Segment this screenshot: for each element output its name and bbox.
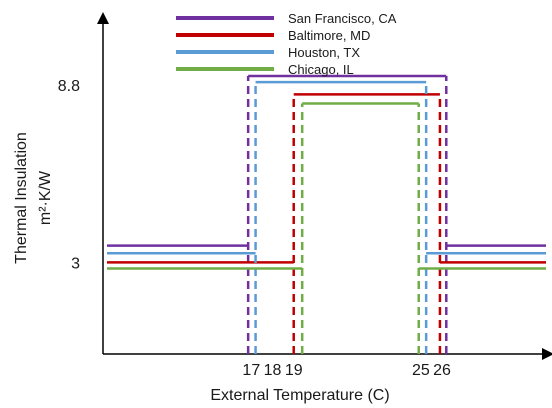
tick-labels: 17 18 19 25 26 3 8.8 [58, 78, 451, 379]
x-tick-label: 25 [412, 362, 430, 379]
legend-label-baltimore-md: Baltimore, MD [288, 28, 370, 43]
x-tick-label: 17 [242, 362, 260, 379]
y-tick-label: 8.8 [58, 78, 80, 95]
y-axis-unit: m²·K/W [37, 170, 54, 225]
series-layer [107, 74, 546, 354]
legend: San Francisco, CA Baltimore, MD Houston, T… [176, 11, 397, 77]
legend-label-chicago-il: Chicago, IL [288, 62, 354, 77]
x-tick-label: 19 [285, 362, 303, 379]
y-tick-label: 3 [71, 255, 80, 272]
legend-label-san-francisco-ca: San Francisco, CA [288, 11, 397, 26]
x-tick-label: 18 [264, 362, 282, 379]
y-axis-title: Thermal Insulation [13, 132, 30, 264]
x-tick-label: 26 [433, 362, 451, 379]
x-axis-title: External Temperature (C) [210, 387, 389, 404]
legend-label-houston-tx: Houston, TX [288, 45, 360, 60]
